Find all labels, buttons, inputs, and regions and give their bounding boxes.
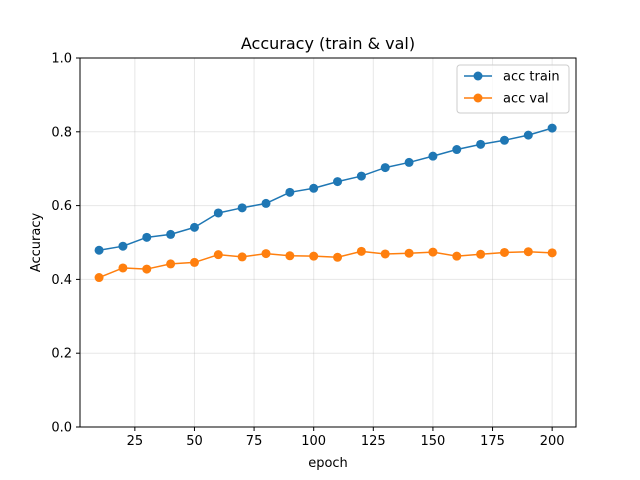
axes-frame xyxy=(79,57,577,428)
series-acc-val xyxy=(94,246,557,283)
plot-series xyxy=(94,123,557,283)
x-axis-label: epoch xyxy=(308,456,348,471)
y-axis-ticks: 0.0 0.2 0.4 0.6 0.8 1.0 xyxy=(51,52,80,436)
data-point-acc-train xyxy=(142,232,152,242)
data-point-acc-train xyxy=(189,222,199,232)
data-point-acc-train xyxy=(404,157,414,167)
data-point-acc-val xyxy=(118,263,128,273)
data-point-acc-val xyxy=(213,250,223,260)
x-tick-label: 100 xyxy=(301,434,326,449)
data-point-acc-train xyxy=(499,135,509,145)
data-point-acc-val xyxy=(166,259,176,269)
y-tick-label: 1.0 xyxy=(51,52,72,67)
chart-title: Accuracy (train & val) xyxy=(241,34,415,53)
y-axis-label: Accuracy xyxy=(29,213,44,273)
data-point-acc-train xyxy=(547,123,557,133)
data-point-acc-val xyxy=(404,248,414,258)
legend-box xyxy=(456,64,570,114)
data-point-acc-train xyxy=(428,151,438,161)
data-point-acc-train xyxy=(285,187,295,197)
data-point-acc-train xyxy=(261,198,271,208)
x-tick-label: 200 xyxy=(540,434,565,449)
data-point-acc-train xyxy=(94,245,104,255)
data-point-acc-val xyxy=(452,251,462,261)
data-point-acc-val xyxy=(547,248,557,258)
y-tick-label: 0.0 xyxy=(51,421,72,436)
x-tick-label: 125 xyxy=(361,434,386,449)
data-point-acc-val xyxy=(261,249,271,259)
data-point-acc-train xyxy=(452,145,462,155)
data-point-acc-val xyxy=(189,257,199,267)
data-point-acc-train xyxy=(118,241,128,251)
y-tick-label: 0.6 xyxy=(51,199,72,214)
data-point-acc-train xyxy=(213,208,223,218)
data-point-acc-val xyxy=(380,249,390,259)
data-point-acc-train xyxy=(237,203,247,213)
data-point-acc-train xyxy=(476,139,486,149)
y-tick-label: 0.2 xyxy=(51,347,72,362)
data-point-acc-train xyxy=(523,130,533,140)
data-point-acc-val xyxy=(237,252,247,262)
data-point-acc-val xyxy=(523,247,533,257)
data-point-acc-train xyxy=(333,177,343,187)
x-tick-label: 25 xyxy=(127,434,144,449)
legend-label-acc-val: acc val xyxy=(503,92,549,107)
data-point-acc-val xyxy=(499,247,509,257)
data-point-acc-val xyxy=(94,273,104,283)
x-tick-label: 50 xyxy=(186,434,203,449)
data-point-acc-val xyxy=(285,251,295,261)
legend-marker-acc-val xyxy=(473,93,483,103)
data-point-acc-val xyxy=(356,246,366,256)
x-tick-label: 150 xyxy=(421,434,446,449)
y-tick-label: 0.8 xyxy=(51,125,72,140)
x-axis-ticks: 25 50 75 100 125 150 175 200 xyxy=(127,427,565,449)
data-point-acc-val xyxy=(333,252,343,262)
y-tick-label: 0.4 xyxy=(51,273,72,288)
data-point-acc-val xyxy=(142,264,152,274)
data-point-acc-val xyxy=(476,249,486,259)
legend: acc train acc val xyxy=(456,64,570,114)
data-point-acc-val xyxy=(428,247,438,257)
data-point-acc-train xyxy=(309,183,319,193)
legend-marker-acc-train xyxy=(473,71,483,81)
data-point-acc-train xyxy=(166,229,176,239)
x-tick-label: 175 xyxy=(480,434,505,449)
data-point-acc-train xyxy=(356,171,366,181)
data-point-acc-val xyxy=(309,251,319,261)
series-acc-train xyxy=(94,123,557,255)
x-tick-label: 75 xyxy=(246,434,263,449)
legend-label-acc-train: acc train xyxy=(503,70,560,85)
data-point-acc-train xyxy=(380,163,390,173)
